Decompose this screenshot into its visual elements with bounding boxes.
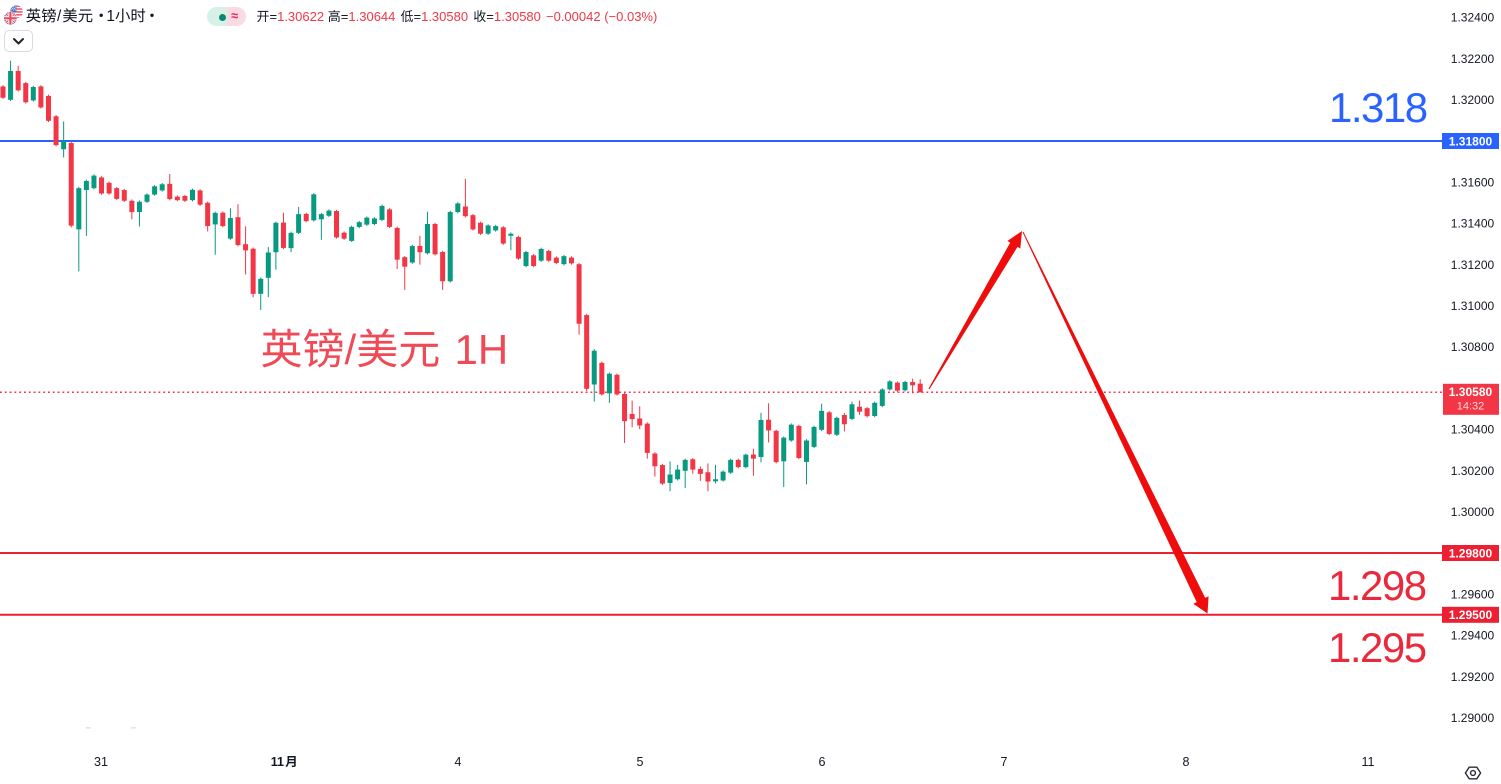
svg-text:=: = [486,9,494,24]
svg-text:=: = [341,9,349,24]
svg-text:1.29600: 1.29600 [1451,587,1495,601]
svg-text:1.30622: 1.30622 [277,9,324,24]
svg-text:1.30200: 1.30200 [1451,464,1495,478]
svg-text:1.29000: 1.29000 [1451,711,1495,725]
svg-text:1.30580: 1.30580 [1449,385,1493,399]
svg-text:1.32200: 1.32200 [1451,52,1495,66]
svg-text:/: / [57,8,62,25]
svg-text:1.31800: 1.31800 [1449,134,1493,148]
svg-text:/: / [345,326,357,373]
svg-text:=: = [270,9,278,24]
svg-text:1.29800: 1.29800 [1449,546,1493,560]
svg-text:1.31000: 1.31000 [1451,299,1495,313]
svg-text:1.30400: 1.30400 [1451,423,1495,437]
svg-text:1H: 1H [455,326,509,373]
svg-text:1.32000: 1.32000 [1451,93,1495,107]
svg-text:1.31400: 1.31400 [1451,217,1495,231]
svg-text:1.29200: 1.29200 [1451,670,1495,684]
svg-text:1.29400: 1.29400 [1451,629,1495,643]
svg-text:1.31200: 1.31200 [1451,258,1495,272]
svg-text:1.29500: 1.29500 [1449,608,1493,622]
svg-text:14:32: 14:32 [1457,401,1485,413]
svg-text:6: 6 [819,755,826,769]
svg-text:−0.00042 (−0.03%): −0.00042 (−0.03%) [546,9,657,24]
svg-text:1.32400: 1.32400 [1451,11,1495,25]
svg-text:1.30580: 1.30580 [494,9,541,24]
svg-text:11: 11 [271,755,284,769]
svg-text:31: 31 [94,755,108,769]
svg-text:7: 7 [1001,755,1008,769]
svg-text:1.30580: 1.30580 [421,9,468,24]
svg-text:11: 11 [1362,755,1375,769]
svg-text:=: = [414,9,422,24]
svg-text:1: 1 [106,8,115,25]
svg-text:1.30000: 1.30000 [1451,505,1495,519]
svg-text:8: 8 [1183,755,1190,769]
svg-text:1.30800: 1.30800 [1451,340,1495,354]
svg-text:5: 5 [637,755,644,769]
svg-text:4: 4 [455,755,462,769]
svg-text:1.30644: 1.30644 [348,9,395,24]
svg-text:1.31600: 1.31600 [1451,175,1495,189]
